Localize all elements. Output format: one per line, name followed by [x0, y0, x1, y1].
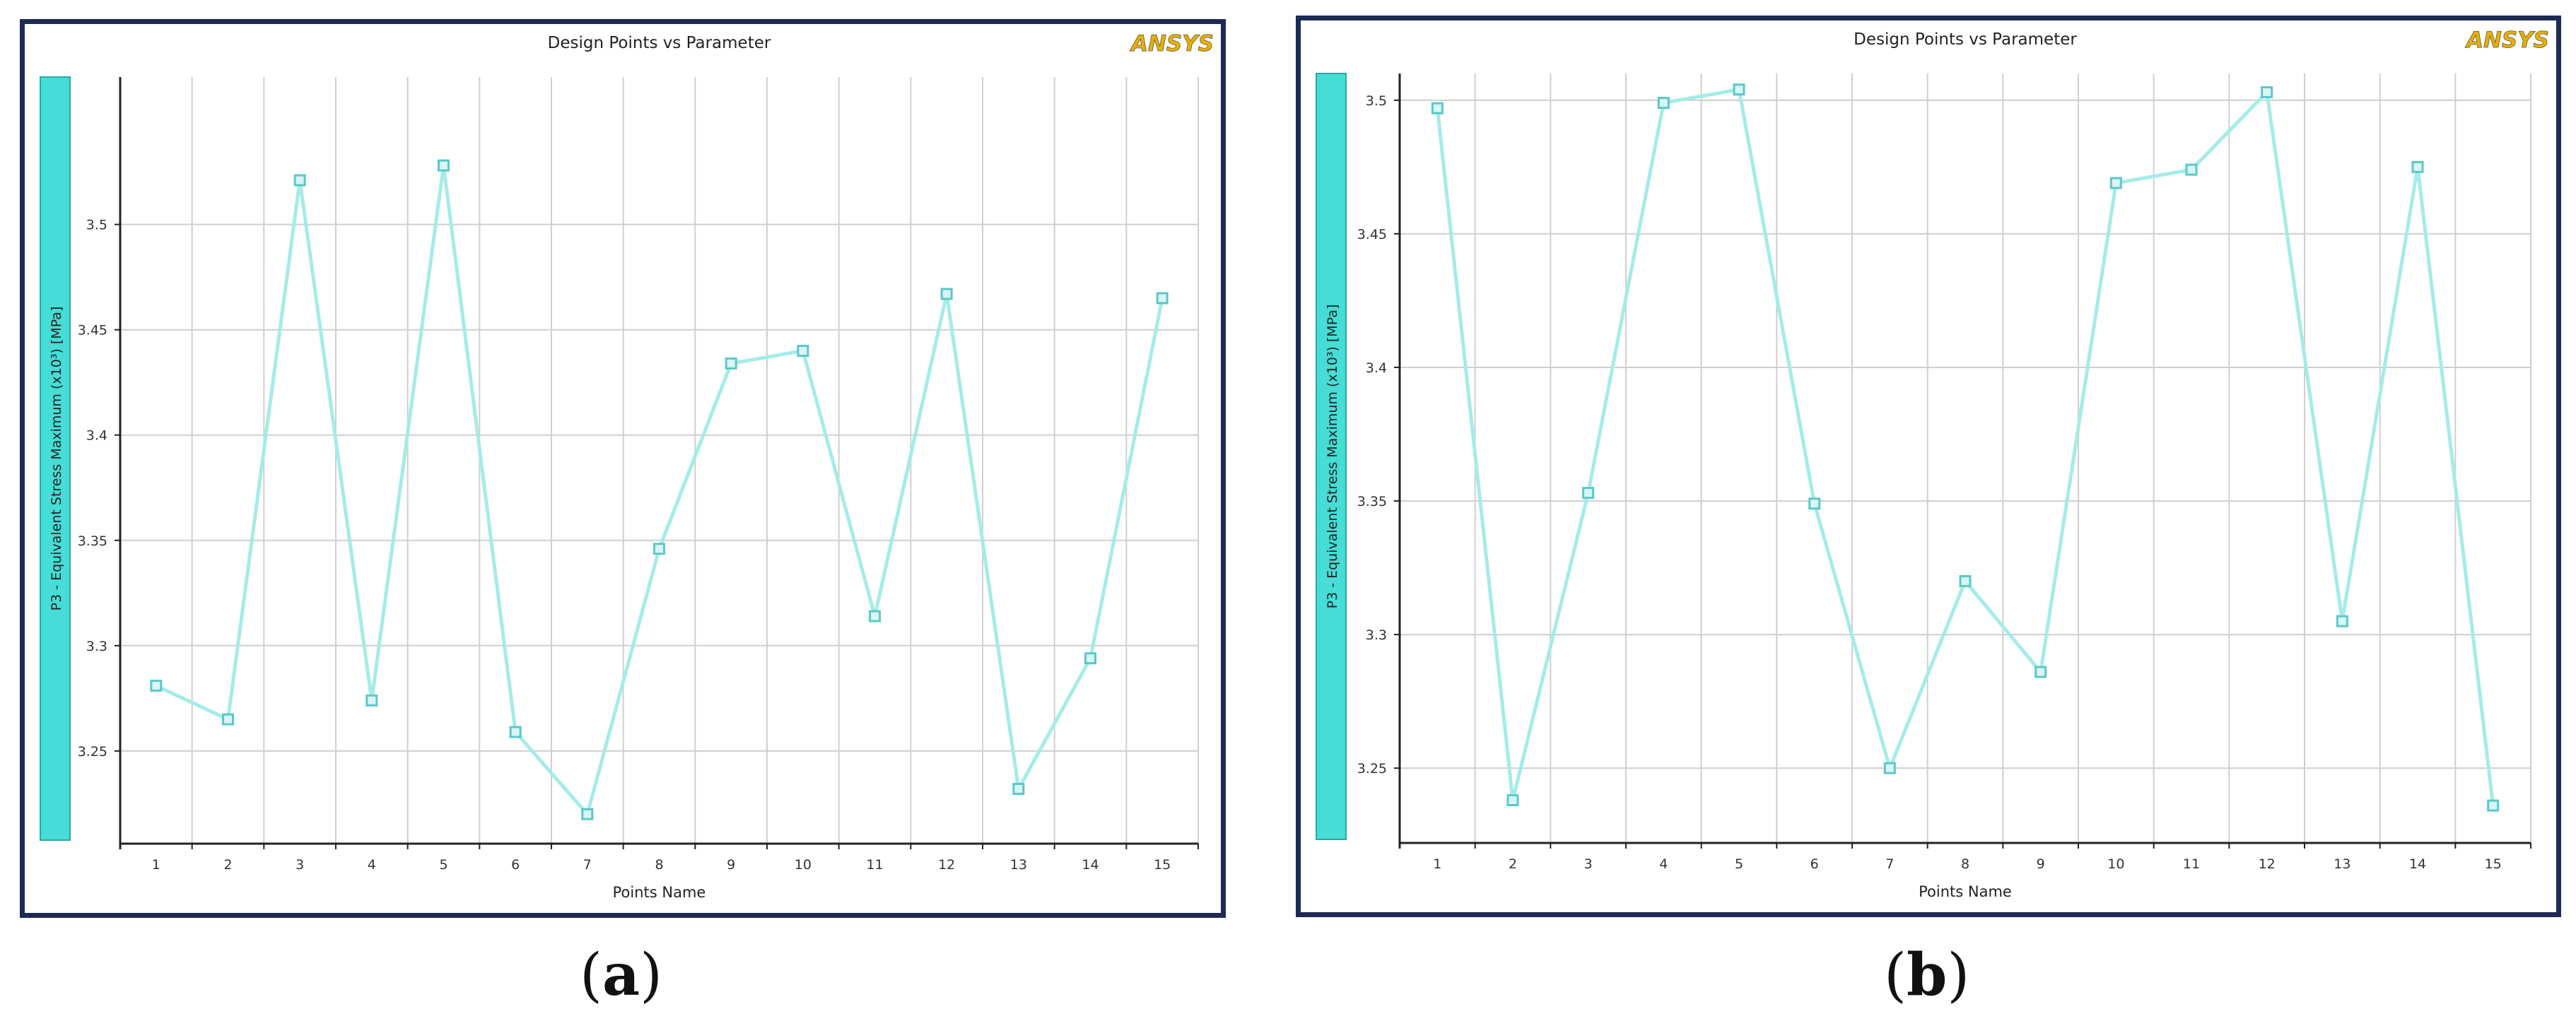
- chart-b-grid: [1400, 73, 2531, 843]
- chart-a-data-point: [1156, 292, 1169, 305]
- chart-b-x-tick-label: 7: [1885, 856, 1894, 872]
- chart-b-xlabel: Points Name: [1919, 883, 2012, 900]
- chart-b-x-tick-label: 2: [1509, 856, 1517, 872]
- chart-a-x-tick-label: 11: [866, 857, 883, 873]
- chart-a-data-point: [365, 694, 378, 707]
- chart-b-data-point: [2411, 160, 2424, 173]
- chart-a-title: Design Points vs Parameter: [548, 34, 771, 52]
- chart-a-x-tick-label: 5: [439, 857, 447, 873]
- chart-a-x-tick-label: 15: [1154, 857, 1171, 873]
- chart-b-x-tick-label: 10: [2107, 856, 2124, 872]
- chart-b-ylabel: P3 - Equivalent Stress Maximum (x10³) [M…: [1325, 305, 1340, 609]
- chart-b-x-tick-label: 15: [2485, 856, 2502, 872]
- chart-b-x-tick-label: 3: [1584, 856, 1593, 872]
- chart-a-data-point: [1012, 783, 1025, 795]
- chart-a-x-tick-label: 1: [152, 857, 160, 873]
- chart-b-data-point: [1808, 497, 1821, 510]
- chart-a-data-point: [797, 345, 809, 357]
- chart-a-svg: Design Points vs Parameter ANSYS P3 - Equi…: [40, 31, 1214, 901]
- chart-a-data-point: [222, 713, 234, 726]
- chart-b-x-tick-label: 4: [1659, 856, 1668, 872]
- chart-a-x-tick-label: 13: [1010, 857, 1027, 873]
- chart-a-xlabel: Points Name: [613, 884, 706, 901]
- chart-a-y-tick-label: 3.4: [86, 428, 107, 444]
- chart-b-x-tick-label: 14: [2409, 856, 2426, 872]
- chart-b-data-point: [2261, 85, 2273, 98]
- chart-b-x-tick-label: 12: [2259, 856, 2276, 872]
- caption-b: (b): [1884, 941, 1970, 1009]
- chart-a-data-point: [509, 726, 522, 738]
- caption-a-label: a: [602, 941, 640, 1009]
- chart-a-logo-text: ANSYS: [1129, 31, 1214, 57]
- chart-a-y-tick-label: 3.3: [86, 639, 107, 654]
- chart-a-logo: ANSYS: [1129, 31, 1214, 57]
- chart-a-y-tick-label: 3.5: [86, 218, 107, 233]
- chart-b-x-tick-label: 9: [2037, 856, 2045, 872]
- chart-b-x-tick-label: 8: [1961, 856, 1969, 872]
- chart-a-data-point: [293, 174, 306, 187]
- chart-b-y-tick-label: 3.25: [1357, 761, 1387, 777]
- caption-b-label: b: [1907, 941, 1948, 1009]
- chart-b-series-line: [1435, 88, 2495, 806]
- chart-b-y-tick-label: 3.35: [1357, 494, 1387, 509]
- chart-b-data-point: [2336, 615, 2348, 627]
- chart-a-x-tick-label: 12: [938, 857, 955, 873]
- chart-b-ylabel-bar: [1316, 73, 1347, 840]
- chart-b-x-tick-label: 6: [1810, 856, 1819, 872]
- chart-b-x-tick-label: 11: [2183, 856, 2200, 872]
- chart-b-title: Design Points vs Parameter: [1854, 30, 2077, 49]
- chart-a-y-tick-label: 3.35: [78, 533, 107, 549]
- chart-a-data-point: [653, 543, 665, 555]
- chart-b-data-point: [1883, 762, 1896, 774]
- chart-a-x-tick-label: 2: [223, 857, 232, 873]
- chart-b-logo: ANSYS: [2464, 28, 2550, 54]
- chart-b-data-point: [2185, 163, 2198, 176]
- chart-b-data-point: [2109, 177, 2122, 189]
- chart-a-x-tick-label: 3: [295, 857, 304, 873]
- chart-a-data-point: [1084, 652, 1096, 665]
- chart-b-x-tick-label: 1: [1433, 856, 1441, 872]
- chart-b-x-tick-label: 13: [2334, 856, 2350, 872]
- chart-b-y-tick-label: 3.4: [1366, 360, 1387, 376]
- chart-b-data-point: [1657, 97, 1670, 110]
- chart-b-logo-text: ANSYS: [2464, 28, 2549, 53]
- chart-a-series-line: [155, 163, 1164, 816]
- chart-a-x-tick-label: 4: [368, 857, 376, 873]
- chart-a-x-tick-label: 8: [655, 857, 663, 873]
- caption-a: (a): [580, 941, 663, 1009]
- chart-a-data-point: [725, 357, 737, 370]
- chart-b-y-tick-label: 3.45: [1357, 227, 1387, 242]
- chart-a-data-point: [869, 610, 881, 622]
- chart-b-data-point: [1506, 794, 1519, 806]
- chart-b-data-point: [1733, 83, 1745, 96]
- chart-a-y-tick-label: 3.25: [78, 744, 107, 760]
- chart-b-data-point: [1431, 102, 1444, 114]
- chart-a-data-point: [438, 159, 450, 172]
- chart-a-x-tick-label: 10: [795, 857, 812, 873]
- chart-b-data-point: [2035, 666, 2047, 678]
- chart-b-y-tick-label: 3.3: [1366, 627, 1387, 643]
- chart-a-x-tick-label: 7: [583, 857, 592, 873]
- chart-a-x-tick-label: 9: [727, 857, 735, 873]
- chart-a-data-point: [940, 288, 953, 300]
- chart-b-y-tick-label: 3.5: [1366, 93, 1387, 109]
- chart-a-ylabel: P3 - Equivalent Stress Maximum (x10³) [M…: [49, 307, 64, 611]
- chart-b-x-tick-label: 5: [1735, 856, 1743, 872]
- chart-a-x-tick-label: 6: [511, 857, 520, 873]
- chart-b-svg: Design Points vs Parameter ANSYS P3 - Equi…: [1316, 28, 2550, 900]
- chart-b-data-point: [1582, 487, 1595, 500]
- chart-a-data-point: [581, 808, 594, 820]
- chart-b-data-point: [2487, 799, 2500, 812]
- chart-panel-a: Design Points vs Parameter ANSYS P3 - Equi…: [20, 19, 1226, 918]
- chart-a-y-tick-label: 3.45: [78, 323, 107, 338]
- chart-b-data-point: [1959, 574, 1972, 587]
- chart-a-grid: [120, 77, 1199, 844]
- chart-panel-b: Design Points vs Parameter ANSYS P3 - Equi…: [1296, 16, 2561, 917]
- chart-a-x-tick-label: 14: [1082, 857, 1099, 873]
- chart-a-ylabel-bar: [40, 76, 71, 841]
- chart-a-data-point: [150, 679, 163, 692]
